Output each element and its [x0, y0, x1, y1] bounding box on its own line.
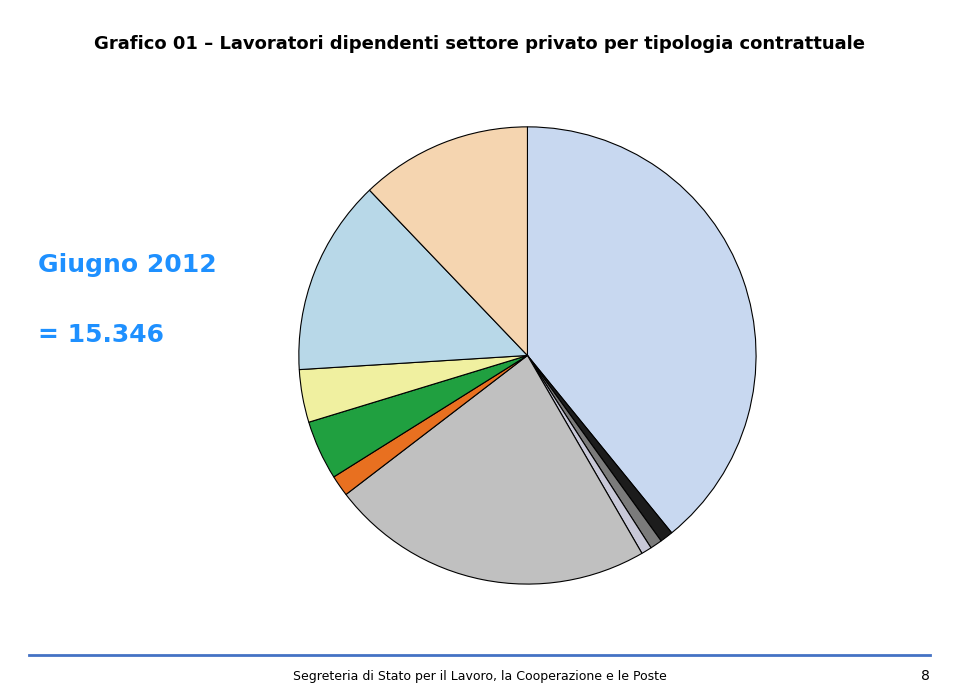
Text: Grafico 01 – Lavoratori dipendenti settore privato per tipologia contrattuale: Grafico 01 – Lavoratori dipendenti setto… [94, 35, 865, 53]
Wedge shape [527, 355, 661, 548]
Wedge shape [369, 127, 527, 355]
Wedge shape [309, 355, 527, 477]
Text: = 15.346: = 15.346 [38, 323, 164, 346]
Wedge shape [527, 127, 756, 533]
Text: Giugno 2012: Giugno 2012 [38, 253, 217, 277]
Wedge shape [527, 355, 651, 553]
Text: 8: 8 [922, 669, 930, 683]
Wedge shape [334, 355, 527, 494]
Text: Segreteria di Stato per il Lavoro, la Cooperazione e le Poste: Segreteria di Stato per il Lavoro, la Co… [292, 670, 667, 683]
Wedge shape [299, 355, 527, 422]
Wedge shape [527, 355, 671, 541]
Wedge shape [346, 355, 642, 584]
Wedge shape [299, 190, 527, 369]
